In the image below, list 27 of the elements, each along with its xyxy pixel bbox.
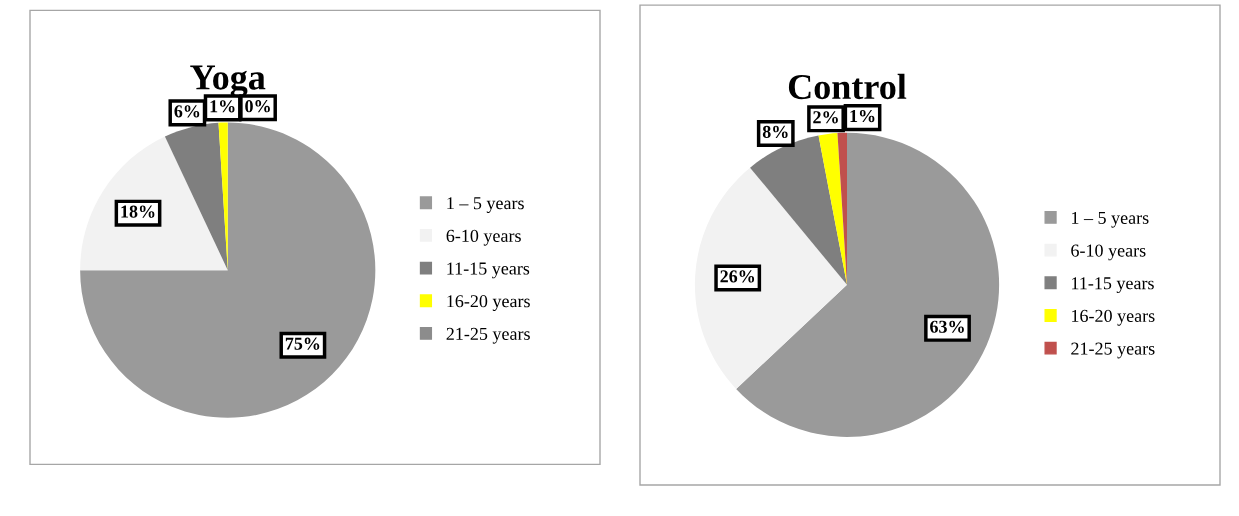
pie-slice [80,122,376,418]
data-label: 2% [813,111,838,124]
chart-title: Yoga [190,65,266,98]
pie-slice [80,136,228,271]
legend-label: 16-20 years [447,295,530,312]
data-label: 75% [285,337,320,350]
legend-label: 1 – 5 years [447,197,524,213]
data-label: 8% [762,125,788,139]
legend-label: 16-20 years [1072,309,1155,326]
legend-label: 6-10 years [1071,244,1146,261]
legend-label: 21-25 years [1071,342,1155,359]
legend-label: 11-15 years [447,262,530,279]
legend-label: 6-10 years [446,229,521,246]
data-label: 26% [720,270,755,283]
text: 0% [245,100,270,113]
legend-label: 11-15 years [1072,277,1154,294]
data-label: 1% [850,109,875,123]
data-label: 63% [930,320,964,333]
chart-title: Control [788,73,907,100]
legend-label: 21-25 years [446,327,530,344]
pie-slice [818,133,848,285]
pie-slice [694,167,848,389]
data-label: 18% [121,205,155,218]
pie-slice [164,122,228,271]
data-label: 6% [174,105,200,118]
legend-label: 1 – 5 years [1072,211,1149,228]
data-label: 1% [210,100,235,113]
